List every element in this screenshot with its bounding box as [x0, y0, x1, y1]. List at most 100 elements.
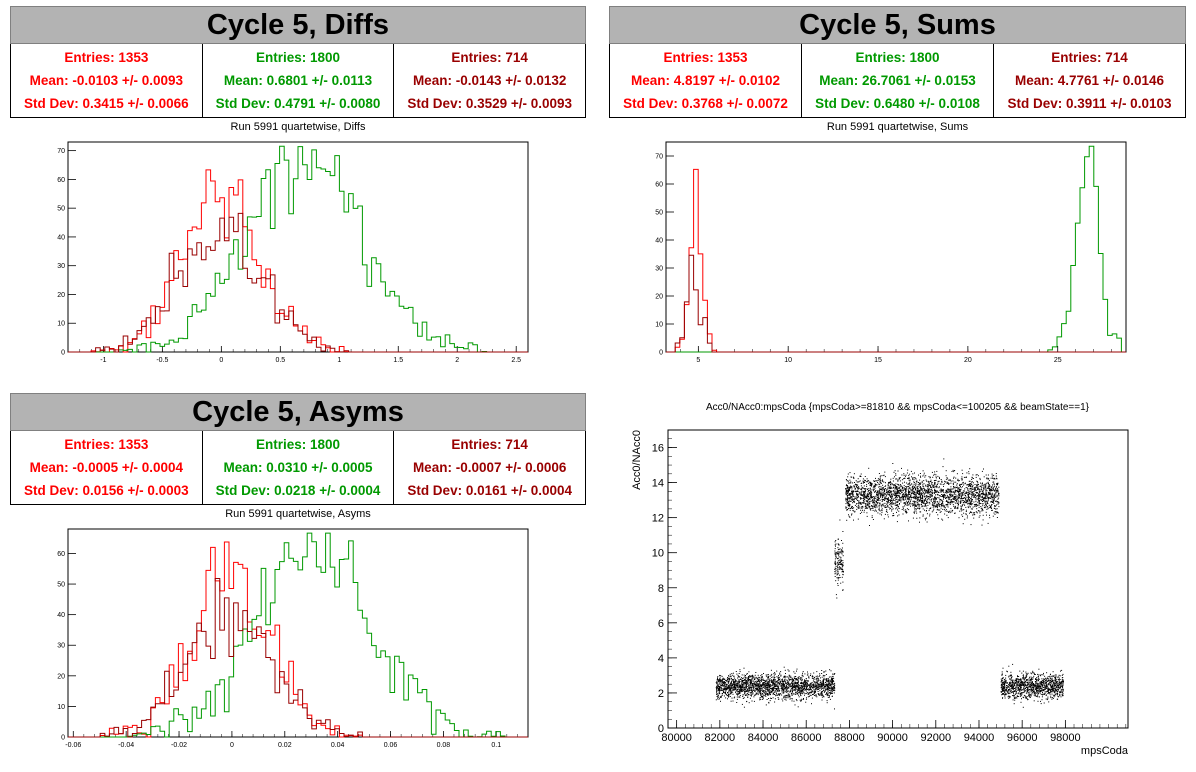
- scatter-point: [949, 512, 951, 514]
- scatter-point: [745, 688, 747, 690]
- scatter-point: [899, 496, 901, 498]
- scatter-point: [807, 685, 808, 687]
- scatter-point: [802, 688, 804, 690]
- scatter-point: [962, 491, 964, 493]
- scatter-point: [856, 499, 858, 501]
- scatter-point: [956, 499, 958, 501]
- scatter-point: [937, 480, 939, 482]
- scatter-point: [815, 693, 817, 695]
- scatter-point: [860, 493, 862, 495]
- sums-subtitle: Run 5991 quartetwise, Sums: [826, 121, 969, 133]
- scatter-point: [965, 513, 967, 515]
- scatter-point: [882, 489, 884, 491]
- scatter-point: [880, 491, 882, 493]
- scatter-point: [868, 506, 870, 507]
- scatter-point: [805, 680, 807, 682]
- scatter-point: [824, 690, 826, 692]
- scatter-point: [804, 688, 806, 690]
- scatter-point: [985, 490, 987, 492]
- scatter-point: [913, 507, 915, 509]
- scatter-point: [783, 691, 785, 693]
- scatter-point: [847, 496, 849, 498]
- scatter-point: [902, 494, 904, 496]
- scatter-point: [903, 485, 905, 487]
- scatter-point: [901, 509, 903, 510]
- scatter-point: [962, 498, 964, 499]
- scatter-point: [760, 685, 761, 687]
- scatter-point: [901, 479, 903, 481]
- scatter-point: [993, 499, 995, 501]
- scatter-point: [919, 507, 921, 509]
- histogram-series-0: [68, 541, 528, 738]
- scatter-point: [771, 691, 773, 693]
- scatter-point: [975, 497, 977, 499]
- scatter-point: [955, 494, 957, 496]
- scatter-point: [918, 503, 920, 505]
- scatter-point: [965, 487, 967, 488]
- scatter-point: [988, 479, 990, 481]
- scatter-point: [954, 506, 956, 508]
- scatter-point: [914, 485, 916, 487]
- scatter-point: [953, 496, 955, 497]
- scatter-point: [802, 687, 803, 689]
- scatter-point: [777, 677, 779, 679]
- scatter-point: [900, 501, 902, 503]
- scatter-point: [769, 700, 771, 702]
- scatter-point: [986, 494, 988, 496]
- scatter-point: [967, 494, 969, 496]
- y-tick-label: 40: [57, 234, 65, 241]
- scatter-point: [837, 585, 839, 586]
- scatter-point: [856, 506, 858, 508]
- scatter-point: [913, 493, 915, 494]
- scatter-point: [830, 687, 832, 689]
- scatter-point: [780, 675, 782, 677]
- scatter-point: [960, 493, 962, 495]
- scatter-point: [827, 688, 828, 689]
- scatter-point: [930, 507, 932, 509]
- scatter-point: [915, 501, 917, 503]
- scatter-point: [787, 686, 789, 688]
- scatter-point: [935, 485, 937, 487]
- scatter-point: [959, 493, 961, 495]
- scatter-point: [864, 476, 866, 477]
- scatter-point: [877, 496, 879, 498]
- scatter-point: [973, 496, 975, 498]
- scatter-point: [881, 493, 883, 495]
- scatter-point: [996, 504, 997, 506]
- scatter-point: [891, 503, 893, 505]
- scatter-point: [757, 679, 759, 681]
- scatter-point: [968, 505, 970, 507]
- scatter-point: [773, 685, 775, 687]
- scatter-point: [721, 695, 723, 696]
- scatter-point: [983, 500, 985, 502]
- scatter-point: [762, 682, 764, 684]
- scatter-point: [866, 507, 868, 509]
- scatter-point: [769, 683, 771, 685]
- scatter-point: [948, 484, 950, 485]
- scatter-point: [774, 687, 775, 689]
- scatter-point: [816, 696, 818, 698]
- scatter-point: [798, 681, 799, 683]
- scatter-point: [817, 678, 819, 679]
- scatter-point: [752, 678, 754, 680]
- scatter-point: [751, 688, 753, 690]
- scatter-point: [827, 685, 829, 687]
- scatter-point: [965, 492, 967, 494]
- scatter-point: [737, 674, 739, 676]
- scatter-point: [833, 689, 835, 691]
- scatter-point: [991, 496, 993, 498]
- scatter-point: [724, 684, 726, 686]
- scatter-point: [853, 491, 854, 492]
- scatter-point: [832, 676, 834, 678]
- scatter-point: [927, 491, 929, 493]
- scatter-point: [972, 512, 974, 514]
- scatter-point: [784, 678, 786, 680]
- scatter-point: [976, 504, 978, 505]
- scatter-point: [950, 493, 952, 495]
- scatter-point: [972, 494, 974, 496]
- scatter-point: [940, 511, 942, 513]
- scatter-point: [903, 490, 904, 492]
- scatter-point: [968, 473, 970, 475]
- scatter-point: [995, 487, 997, 489]
- scatter-point: [909, 496, 911, 498]
